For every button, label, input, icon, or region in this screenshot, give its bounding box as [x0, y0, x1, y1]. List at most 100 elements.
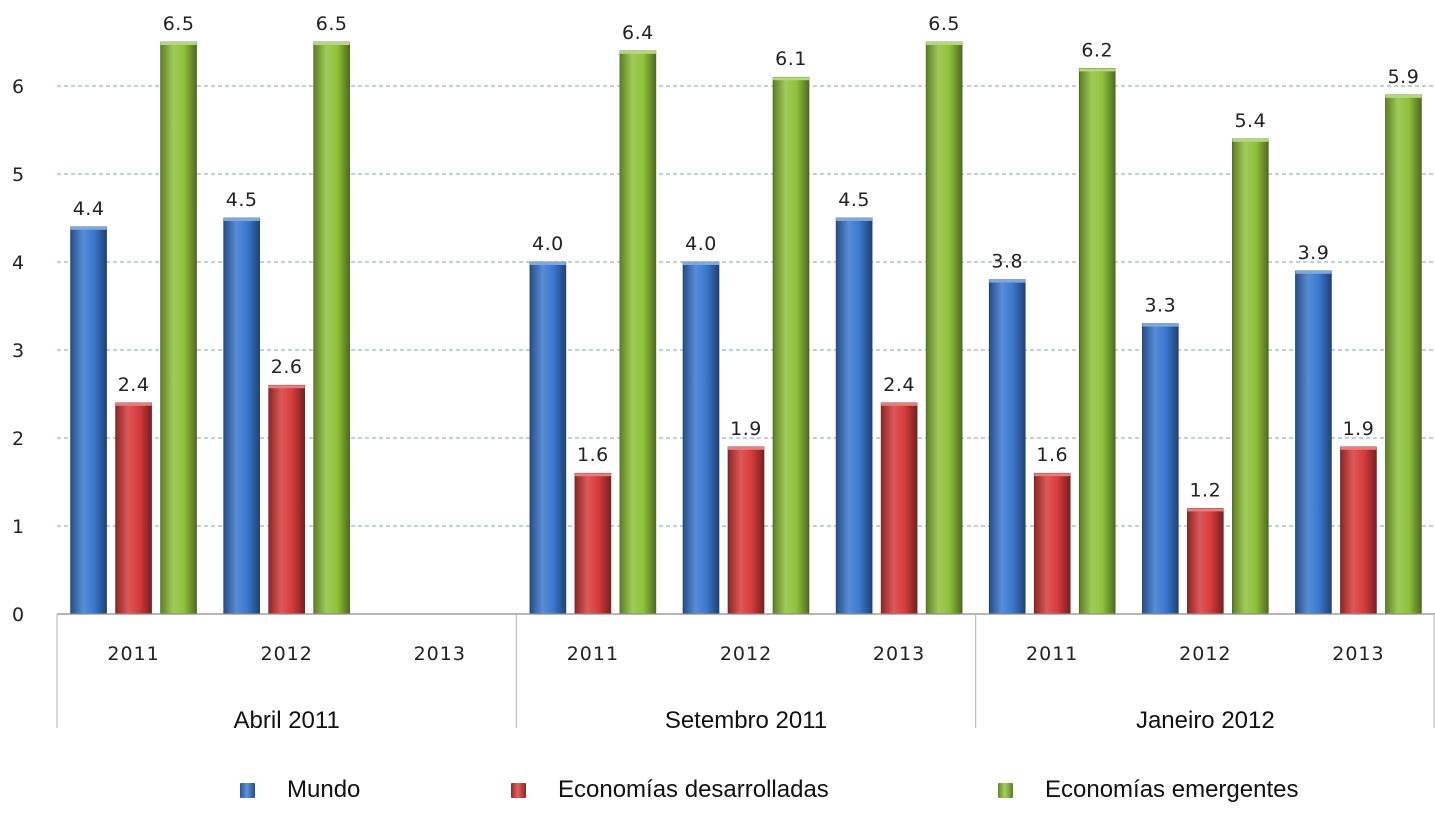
bar-cap	[1340, 446, 1377, 450]
data-label: 2.6	[271, 356, 303, 378]
data-label: 2.4	[118, 374, 150, 396]
bar-cap	[728, 446, 764, 450]
x-tick-label: 2013	[873, 643, 925, 665]
x-tick-label: 2012	[260, 643, 312, 665]
data-label: 6.4	[622, 22, 654, 44]
legend: Mundo Economías desarrolladas Economías …	[0, 776, 1435, 810]
data-label: 6.5	[163, 13, 195, 35]
legend-swatch	[998, 782, 1013, 798]
bar	[1295, 270, 1332, 615]
x-tick-label: 2013	[1332, 643, 1384, 665]
x-tick-label: 2012	[720, 643, 772, 665]
bar	[835, 217, 873, 615]
x-group-label: Abril 2011	[234, 707, 340, 734]
bar	[70, 226, 107, 615]
y-tick-label: 5	[12, 164, 24, 186]
data-label: 2.4	[883, 374, 915, 396]
data-label: 1.6	[1036, 444, 1068, 466]
bar-cap	[1295, 270, 1332, 274]
bar	[1232, 138, 1269, 615]
y-tick-label: 4	[12, 252, 24, 274]
legend-item-economias-emergentes: Economías emergentes	[998, 776, 1298, 804]
bar-cap	[926, 42, 963, 45]
bar	[772, 76, 810, 615]
bar-cap	[268, 385, 305, 389]
bar-cap	[574, 473, 611, 477]
bar	[313, 41, 350, 615]
bar-cap	[683, 262, 719, 265]
bar	[1033, 472, 1071, 615]
x-group-label: Janeiro 2012	[1136, 707, 1275, 734]
y-tick-label: 2	[12, 428, 24, 450]
bar-cap	[223, 218, 260, 221]
bar	[682, 261, 720, 615]
bar	[223, 217, 260, 615]
data-label: 6.5	[928, 13, 960, 35]
data-label: 3.8	[991, 251, 1023, 273]
data-label: 6.2	[1081, 39, 1113, 61]
x-axis: 2011 2012 2013 Abril 2011 2011 2012 2013 Setemb…	[56, 613, 1435, 734]
bar-cap	[529, 262, 566, 265]
bar	[160, 41, 197, 615]
bar	[1340, 446, 1377, 615]
bar-cap	[773, 77, 809, 81]
bar	[1142, 323, 1179, 615]
legend-swatch	[511, 782, 526, 798]
bars	[70, 41, 1422, 615]
legend-label: Economías emergentes	[1045, 776, 1299, 803]
bar	[619, 50, 657, 615]
bar-cap	[881, 402, 918, 406]
bar-cap	[1385, 94, 1422, 98]
x-tick-label: 2011	[1026, 643, 1078, 665]
bar-cap	[1079, 68, 1116, 72]
bar-cap	[1142, 323, 1179, 327]
bar-cap	[1034, 473, 1071, 477]
bar-chart: 0 1 2 3 4 5 6 4.4 4.5 4.0 4.0 4.5 3.8 3.3 3.9 2.4 2.6 1.…	[12, 13, 1435, 734]
x-tick-label: 2013	[414, 643, 466, 665]
legend-label: Economías desarrolladas	[558, 776, 829, 803]
legend-label: Mundo	[287, 776, 361, 803]
bar-cap	[619, 50, 656, 54]
bar-cap	[989, 279, 1026, 283]
bar-cap	[836, 218, 873, 221]
bar	[1187, 508, 1224, 615]
data-label: 4.0	[532, 233, 564, 255]
legend-item-mundo: Mundo	[240, 776, 360, 804]
data-label: 5.4	[1234, 110, 1266, 132]
data-labels: 4.4 4.5 4.0 4.0 4.5 3.8 3.3 3.9 2.4 2.6 1.6 1.9 2.4 1…	[73, 13, 1420, 501]
data-label: 4.5	[226, 189, 258, 211]
bar	[574, 472, 612, 615]
bar	[988, 279, 1026, 615]
bar	[727, 446, 765, 615]
bar-cap	[115, 402, 152, 406]
bar	[268, 384, 305, 615]
bar	[115, 402, 152, 615]
bar	[1385, 94, 1422, 615]
data-label: 3.9	[1298, 242, 1330, 264]
bar-cap	[313, 42, 350, 45]
bar-cap	[160, 42, 197, 45]
data-label: 3.3	[1144, 295, 1176, 317]
data-label: 1.6	[577, 444, 609, 466]
bar	[880, 402, 918, 615]
x-tick-label: 2011	[107, 643, 159, 665]
bar-cap	[1232, 138, 1269, 142]
x-tick-label: 2012	[1179, 643, 1231, 665]
y-tick-label: 6	[12, 76, 24, 98]
y-tick-label: 0	[12, 604, 24, 626]
data-label: 4.5	[838, 189, 870, 211]
x-group-label: Setembro 2011	[665, 707, 827, 734]
bar	[925, 41, 963, 615]
data-label: 4.4	[73, 198, 105, 220]
x-tick-label: 2011	[567, 643, 619, 665]
data-label: 4.0	[685, 233, 717, 255]
bar-cap	[70, 226, 107, 230]
data-label: 1.9	[1343, 418, 1375, 440]
bar	[529, 261, 567, 615]
data-label: 5.9	[1388, 66, 1420, 88]
data-label: 6.1	[775, 48, 807, 70]
y-axis: 0 1 2 3 4 5 6	[12, 76, 24, 626]
bar	[1078, 68, 1116, 615]
legend-item-economias-desarrolladas: Economías desarrolladas	[511, 776, 829, 804]
y-tick-label: 3	[12, 340, 24, 362]
